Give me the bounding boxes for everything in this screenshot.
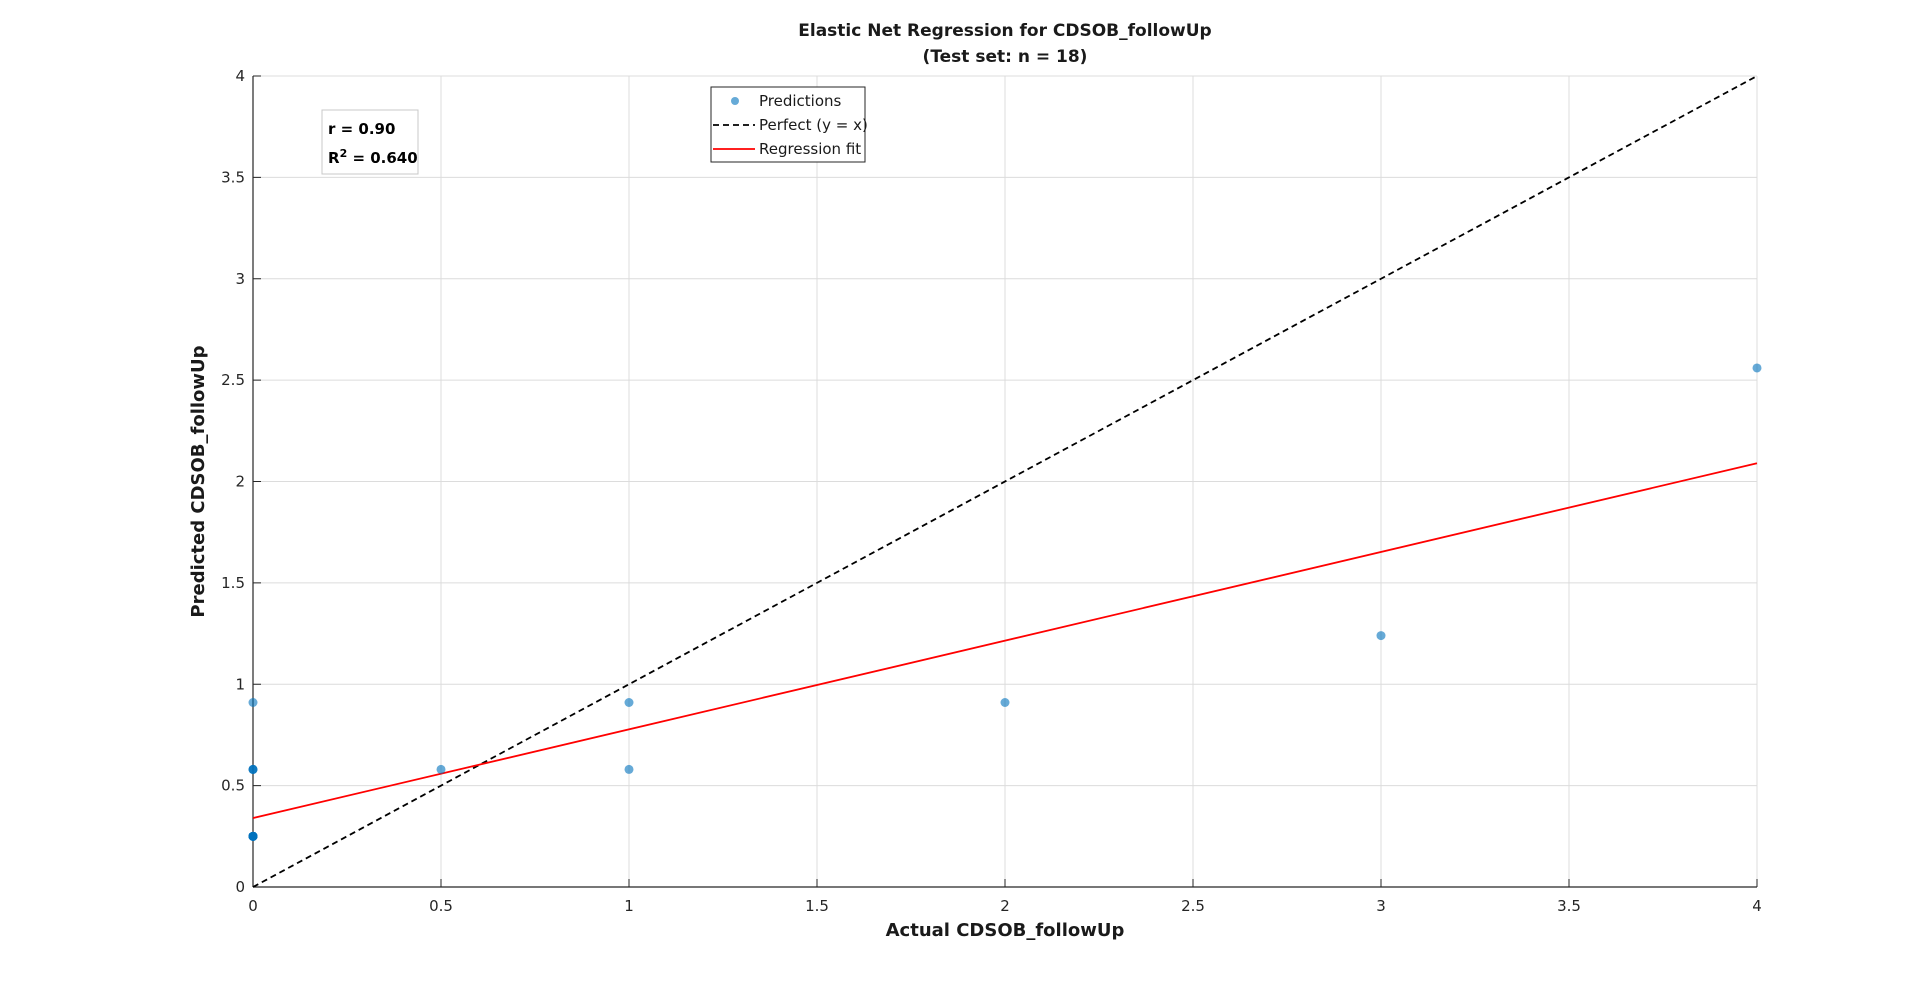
chart-subtitle: (Test set: n = 18) bbox=[923, 47, 1088, 67]
y-axis-label: Predicted CDSOB_followUp bbox=[188, 345, 209, 617]
prediction-point bbox=[248, 831, 258, 841]
prediction-point bbox=[436, 764, 446, 774]
prediction-point bbox=[248, 697, 258, 707]
y-tick-label: 2 bbox=[235, 473, 245, 491]
y-tick-label: 3.5 bbox=[221, 168, 245, 186]
y-tick-label: 4 bbox=[235, 67, 245, 85]
y-tick-label: 2.5 bbox=[221, 371, 245, 389]
chart-title: Elastic Net Regression for CDSOB_followU… bbox=[798, 21, 1211, 41]
stats-annotation: r = 0.90 R2 = 0.640 bbox=[321, 109, 419, 175]
prediction-point bbox=[1376, 631, 1386, 641]
y-tick-label: 3 bbox=[235, 270, 245, 288]
legend-label: Regression fit bbox=[759, 140, 861, 158]
x-axis-label: Actual CDSOB_followUp bbox=[886, 920, 1125, 941]
stats-r2-superscript: 2 bbox=[340, 147, 348, 160]
x-tick-label: 1 bbox=[624, 897, 634, 915]
stats-r: r = 0.90 bbox=[328, 120, 395, 138]
stats-r2: R2 = 0.640 bbox=[328, 147, 418, 167]
prediction-point bbox=[624, 764, 634, 774]
x-tick-label: 1.5 bbox=[805, 897, 829, 915]
prediction-point bbox=[624, 697, 634, 707]
legend-items: Predictions Perfect (y = x) Regression fit bbox=[713, 92, 868, 158]
prediction-point bbox=[1000, 697, 1010, 707]
y-tick-label: 1.5 bbox=[221, 574, 245, 592]
legend: Predictions Perfect (y = x) Regression fit bbox=[710, 86, 868, 163]
y-tick-label: 1 bbox=[235, 675, 245, 693]
prediction-point bbox=[1752, 363, 1762, 373]
prediction-point bbox=[248, 764, 258, 774]
x-tick-label: 2 bbox=[1000, 897, 1010, 915]
tick-marks: 0 0.5 1 1.5 2 2.5 3 3.5 4 0 0.5 1 1.5 2 2.5 3 3.5 4 bbox=[221, 67, 1762, 915]
x-tick-label: 3 bbox=[1376, 897, 1386, 915]
stats-box bbox=[321, 109, 419, 175]
y-tick-label: 0.5 bbox=[221, 777, 245, 795]
perfect-line bbox=[252, 75, 1758, 888]
legend-label: Predictions bbox=[759, 92, 842, 110]
x-tick-label: 2.5 bbox=[1181, 897, 1205, 915]
stats-r2-prefix: R bbox=[328, 149, 340, 167]
regression-line bbox=[252, 462, 1758, 819]
legend-label: Perfect (y = x) bbox=[759, 116, 868, 134]
legend-marker-predictions bbox=[731, 97, 739, 105]
x-tick-label: 3.5 bbox=[1557, 897, 1581, 915]
x-tick-label: 0.5 bbox=[429, 897, 453, 915]
stats-r2-value: = 0.640 bbox=[347, 149, 417, 167]
series bbox=[248, 75, 1762, 888]
y-tick-label: 0 bbox=[235, 878, 245, 896]
x-tick-label: 0 bbox=[248, 897, 258, 915]
x-tick-label: 4 bbox=[1752, 897, 1762, 915]
